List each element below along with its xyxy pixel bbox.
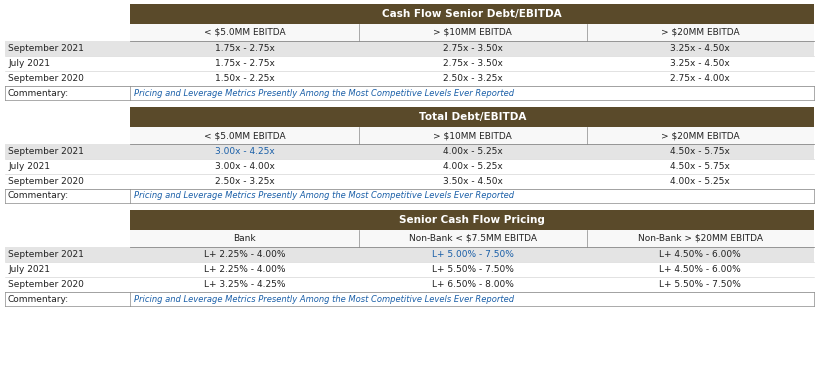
Text: 2.75x - 3.50x: 2.75x - 3.50x	[442, 44, 503, 53]
Text: Total Debt/EBITDA: Total Debt/EBITDA	[419, 112, 526, 122]
Text: L+ 5.50% - 7.50%: L+ 5.50% - 7.50%	[659, 280, 741, 289]
Text: 3.25x - 4.50x: 3.25x - 4.50x	[671, 44, 731, 53]
Bar	[5, 159, 814, 174]
Bar	[5, 56, 814, 71]
Text: 2.75x - 3.50x: 2.75x - 3.50x	[442, 59, 503, 68]
Text: September 2021: September 2021	[8, 44, 84, 53]
Text: Commentary:: Commentary:	[8, 88, 69, 98]
Text: July 2021: July 2021	[8, 59, 50, 68]
Bar	[130, 107, 814, 127]
Text: 2.75x - 4.00x: 2.75x - 4.00x	[671, 74, 731, 83]
Bar	[5, 71, 814, 86]
Bar	[586, 127, 814, 144]
Bar	[5, 41, 814, 56]
Bar	[5, 189, 814, 203]
Text: 1.75x - 2.75x: 1.75x - 2.75x	[215, 59, 274, 68]
Text: September 2020: September 2020	[8, 280, 84, 289]
Bar	[359, 24, 586, 41]
Text: Cash Flow Senior Debt/EBITDA: Cash Flow Senior Debt/EBITDA	[382, 9, 562, 19]
Text: 4.50x - 5.75x: 4.50x - 5.75x	[671, 162, 731, 171]
Text: 4.50x - 5.75x: 4.50x - 5.75x	[671, 147, 731, 156]
Text: L+ 2.25% - 4.00%: L+ 2.25% - 4.00%	[204, 250, 285, 259]
Text: > $20MM EBITDA: > $20MM EBITDA	[661, 131, 740, 140]
Bar	[586, 230, 814, 247]
Bar	[5, 277, 814, 292]
Text: July 2021: July 2021	[8, 265, 50, 274]
Text: 4.00x - 5.25x: 4.00x - 5.25x	[443, 162, 503, 171]
Bar	[5, 262, 814, 277]
Text: Commentary:: Commentary:	[8, 192, 69, 200]
Text: > $10MM EBITDA: > $10MM EBITDA	[433, 131, 512, 140]
Text: July 2021: July 2021	[8, 162, 50, 171]
Text: L+ 6.50% - 8.00%: L+ 6.50% - 8.00%	[432, 280, 514, 289]
Text: > $20MM EBITDA: > $20MM EBITDA	[661, 28, 740, 37]
Bar	[5, 144, 814, 159]
Text: 3.00x - 4.00x: 3.00x - 4.00x	[215, 162, 274, 171]
Text: 4.00x - 5.25x: 4.00x - 5.25x	[443, 147, 503, 156]
Text: L+ 4.50% - 6.00%: L+ 4.50% - 6.00%	[659, 265, 741, 274]
Text: Pricing and Leverage Metrics Presently Among the Most Competitive Levels Ever Re: Pricing and Leverage Metrics Presently A…	[134, 88, 514, 98]
Bar	[5, 174, 814, 189]
Bar	[130, 24, 359, 41]
Text: Senior Cash Flow Pricing: Senior Cash Flow Pricing	[399, 215, 545, 225]
Text: L+ 2.25% - 4.00%: L+ 2.25% - 4.00%	[204, 265, 285, 274]
Text: Pricing and Leverage Metrics Presently Among the Most Competitive Levels Ever Re: Pricing and Leverage Metrics Presently A…	[134, 192, 514, 200]
Text: 3.00x - 4.25x: 3.00x - 4.25x	[215, 147, 274, 156]
Text: 1.75x - 2.75x: 1.75x - 2.75x	[215, 44, 274, 53]
Text: September 2021: September 2021	[8, 147, 84, 156]
Text: L+ 3.25% - 4.25%: L+ 3.25% - 4.25%	[204, 280, 285, 289]
Text: > $10MM EBITDA: > $10MM EBITDA	[433, 28, 512, 37]
Bar	[359, 127, 586, 144]
Bar	[130, 210, 814, 230]
Text: 2.50x - 3.25x: 2.50x - 3.25x	[215, 177, 274, 186]
Text: < $5.0MM EBITDA: < $5.0MM EBITDA	[204, 131, 285, 140]
Bar	[586, 24, 814, 41]
Text: 4.00x - 5.25x: 4.00x - 5.25x	[671, 177, 731, 186]
Bar	[130, 230, 359, 247]
Text: Commentary:: Commentary:	[8, 295, 69, 303]
Text: < $5.0MM EBITDA: < $5.0MM EBITDA	[204, 28, 285, 37]
Text: 2.50x - 3.25x: 2.50x - 3.25x	[443, 74, 503, 83]
Text: September 2020: September 2020	[8, 177, 84, 186]
Text: Non-Bank > $20MM EBITDA: Non-Bank > $20MM EBITDA	[638, 234, 762, 243]
Bar	[5, 247, 814, 262]
Text: L+ 4.50% - 6.00%: L+ 4.50% - 6.00%	[659, 250, 741, 259]
Text: Bank: Bank	[233, 234, 256, 243]
Bar	[130, 4, 814, 24]
Bar	[359, 230, 586, 247]
Text: 3.25x - 4.50x: 3.25x - 4.50x	[671, 59, 731, 68]
Text: Non-Bank < $7.5MM EBITDA: Non-Bank < $7.5MM EBITDA	[409, 234, 536, 243]
Text: September 2021: September 2021	[8, 250, 84, 259]
Text: September 2020: September 2020	[8, 74, 84, 83]
Text: Pricing and Leverage Metrics Presently Among the Most Competitive Levels Ever Re: Pricing and Leverage Metrics Presently A…	[134, 295, 514, 303]
Text: 3.50x - 4.50x: 3.50x - 4.50x	[442, 177, 503, 186]
Text: L+ 5.00% - 7.50%: L+ 5.00% - 7.50%	[432, 250, 514, 259]
Text: L+ 5.50% - 7.50%: L+ 5.50% - 7.50%	[432, 265, 514, 274]
Bar	[130, 127, 359, 144]
Text: 1.50x - 2.25x: 1.50x - 2.25x	[215, 74, 274, 83]
Bar	[5, 86, 814, 100]
Bar	[5, 292, 814, 306]
